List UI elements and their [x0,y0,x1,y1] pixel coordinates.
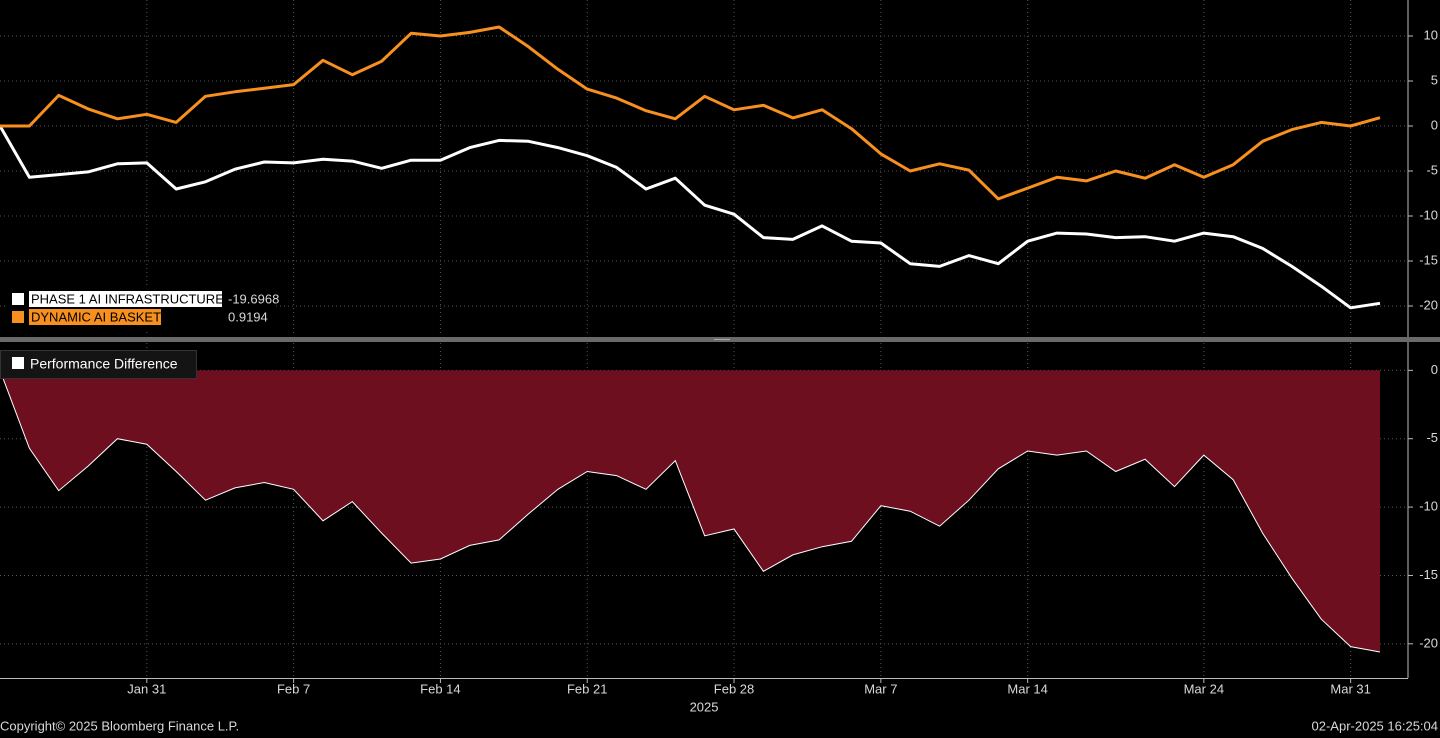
legend-last-value: 0.9194 [228,309,268,324]
line-series [0,125,1381,310]
legend-swatch [12,311,24,323]
x-axis-label: 2025 [690,699,719,714]
y-tick-label: -20 [1419,297,1438,312]
y-tick-label: -10 [1419,207,1438,222]
y-tick-label: -5 [1426,162,1438,177]
y-tick-label: 10 [1424,27,1438,42]
legend-last-value: -19.6968 [228,291,279,306]
legend-swatch [12,357,24,369]
x-tick-label: Mar 31 [1330,681,1370,696]
y-tick-label: -20 [1419,635,1438,650]
legend-box [0,350,197,379]
legend-swatch [12,293,24,305]
x-tick-label: Mar 14 [1007,681,1047,696]
x-tick-label: Feb 21 [567,681,607,696]
copyright: Copyright© 2025 Bloomberg Finance L.P. [0,718,239,733]
y-tick-label: -5 [1426,430,1438,445]
y-tick-label: 0 [1431,117,1438,132]
legend-label: DYNAMIC AI BASKET [31,309,161,324]
legend-label-bg [29,291,222,307]
x-tick-label: Feb 7 [277,681,310,696]
x-tick-label: Feb 14 [420,681,460,696]
y-tick-label: 0 [1431,362,1438,377]
timestamp: 02-Apr-2025 16:25:04 [1312,718,1438,733]
y-tick-label: 5 [1431,72,1438,87]
legend-label: PHASE 1 AI INFRASTRUCTURE [31,291,224,306]
x-tick-label: Jan 31 [127,681,166,696]
y-tick-label: -10 [1419,499,1438,514]
legend-label: Performance Difference [30,356,178,372]
legend-label-bg [29,309,161,325]
x-tick-label: Mar 24 [1184,681,1224,696]
y-tick-label: -15 [1419,567,1438,582]
area-fill [0,370,1380,652]
y-tick-label: -15 [1419,252,1438,267]
line-series [0,25,1381,201]
area-outline [0,370,1381,653]
x-tick-label: Mar 7 [864,681,897,696]
x-tick-label: Feb 28 [714,681,754,696]
